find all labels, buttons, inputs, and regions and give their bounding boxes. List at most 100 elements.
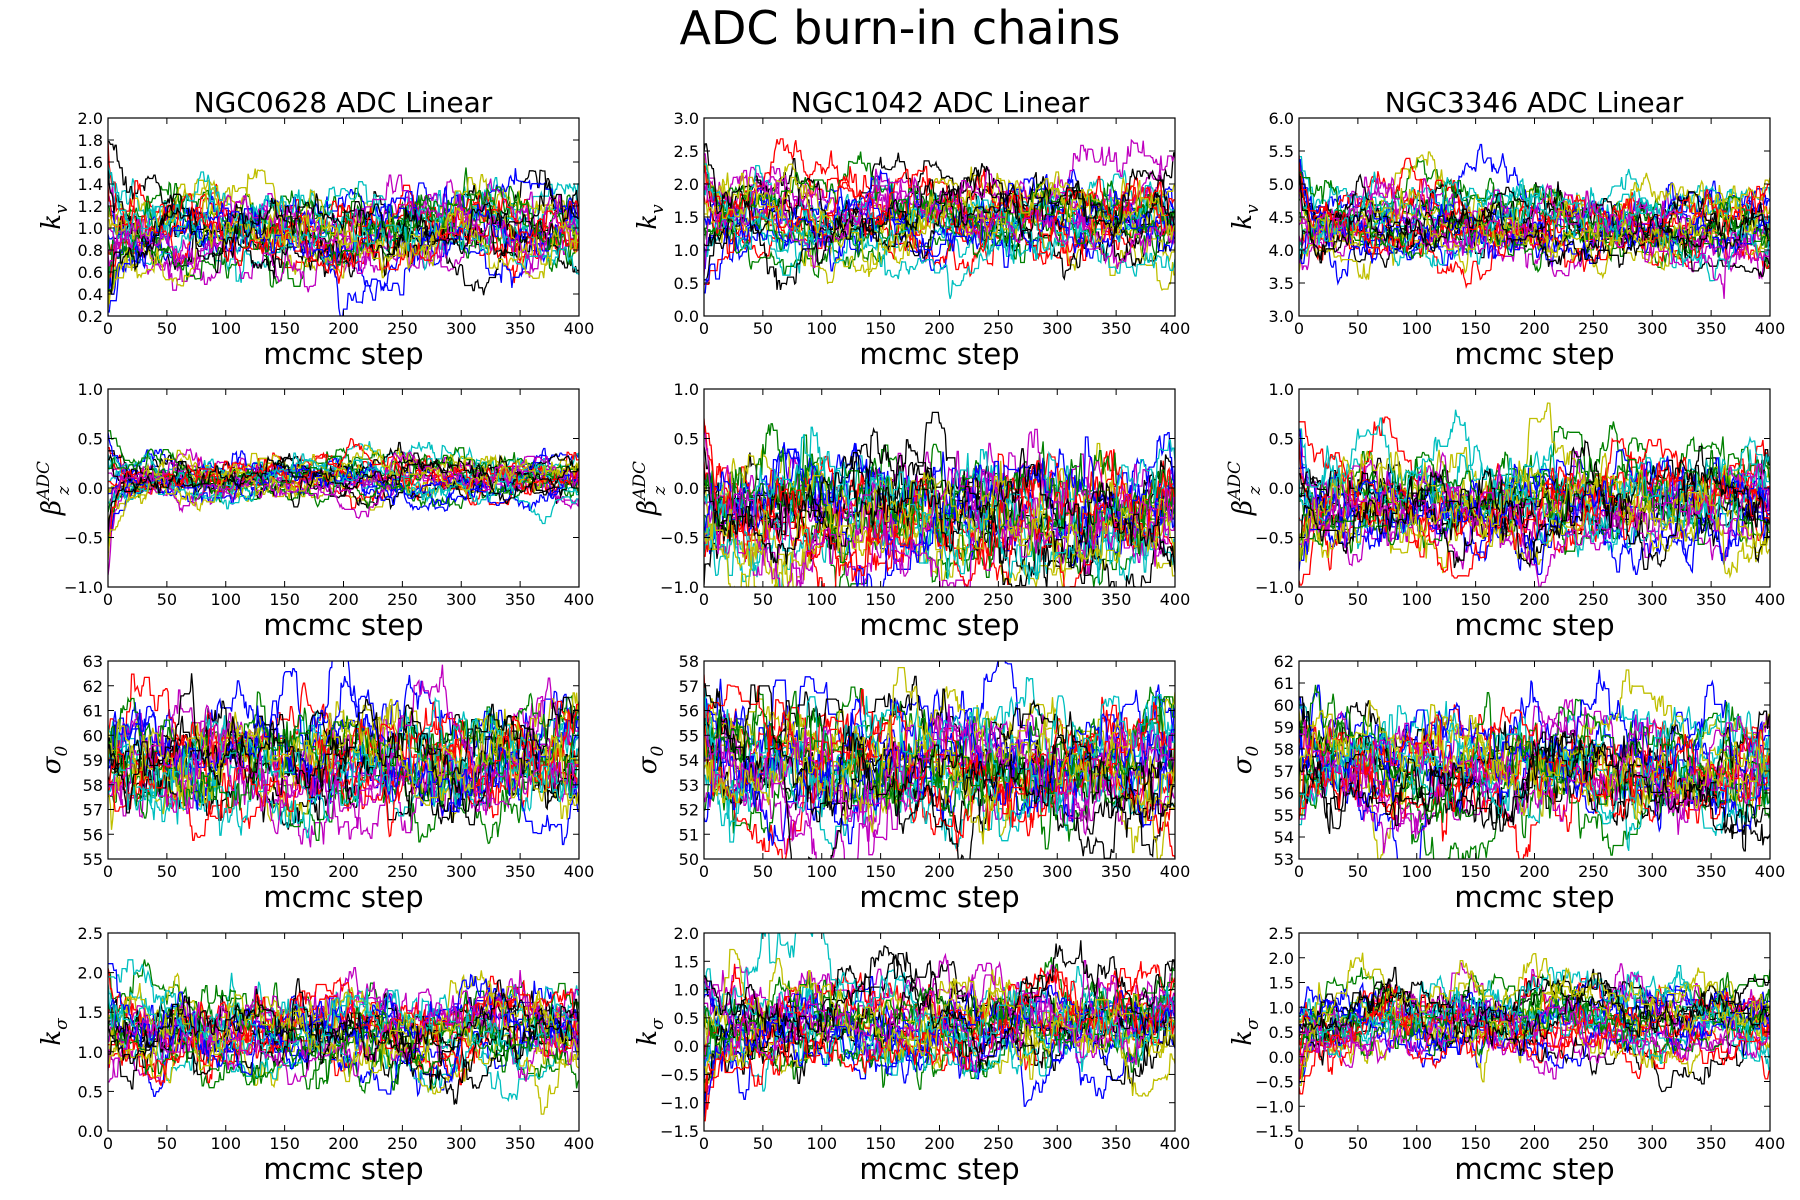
subplot-ngc0628-beta-z-adc: 0 50 100 150 200 250 300 350 400 −1.0 −0.5 0.0 0.5 1.… (34, 380, 594, 642)
x-tick-label: 50 (1348, 590, 1368, 609)
walker-chain (1299, 983, 1770, 1066)
walker-chain (1299, 997, 1770, 1065)
x-tick-label: 350 (505, 1134, 536, 1153)
y-axis-superscript: ADC (1225, 461, 1245, 502)
y-tick-label: 1.0 (674, 380, 699, 399)
x-tick-label: 50 (157, 319, 177, 338)
walker-chain (1299, 450, 1770, 579)
walker-chain (704, 715, 1175, 856)
x-tick-label: 250 (983, 862, 1014, 881)
y-tick-label: 54 (679, 751, 699, 770)
y-tick-label: 1.0 (1269, 380, 1294, 399)
x-tick-label: 150 (269, 862, 300, 881)
x-axis-label: mcmc step (1454, 337, 1614, 371)
x-tick-label: 0 (103, 590, 113, 609)
x-tick-label: 100 (806, 1134, 837, 1153)
x-tick-label: 250 (1578, 1134, 1609, 1153)
x-tick-label: 250 (387, 862, 418, 881)
x-tick-label: 250 (387, 1134, 418, 1153)
x-tick-label: 0 (1294, 319, 1304, 338)
y-axis-subscript: σ (1243, 1018, 1263, 1030)
walker-chain (1299, 966, 1770, 1062)
x-tick-label: 350 (1101, 319, 1132, 338)
x-tick-label: 250 (983, 1134, 1014, 1153)
y-tick-label: 1.0 (78, 1043, 103, 1062)
y-axis-subscript: z (1245, 485, 1265, 496)
y-tick-label: 60 (83, 726, 103, 745)
x-tick-label: 50 (753, 319, 773, 338)
y-tick-label: 1.0 (1269, 998, 1294, 1017)
x-tick-label: 250 (387, 590, 418, 609)
y-tick-label: 1.0 (78, 219, 103, 238)
y-tick-label: 0.5 (78, 430, 103, 449)
walker-chain (704, 485, 1175, 587)
subplot-ngc1042-sigma-0: 0 50 100 150 200 250 300 350 4005051525354555657… (633, 652, 1191, 914)
y-axis-label: kσ (633, 1018, 668, 1046)
x-tick-label: 150 (1460, 319, 1491, 338)
x-tick-label: 400 (564, 1134, 595, 1153)
walker-chain (1299, 409, 1770, 558)
subplot-ngc1042-k-v: 0 50 100 150 200 250 300 350 400 0.0 0.5 1.0 1.5 2.0 2… (633, 109, 1190, 371)
x-tick-label: 300 (446, 590, 477, 609)
walker-chain (1299, 179, 1770, 258)
walker-chain (1299, 731, 1770, 852)
y-tick-label: 1.0 (674, 241, 699, 260)
y-tick-label: 1.2 (78, 197, 103, 216)
y-tick-label: −1.0 (1255, 1097, 1294, 1116)
subplot-ngc1042-beta-z-adc: 0 50 100 150 200 250 300 350 400 −1.0 −0.5 0.0 0.5 1.… (630, 380, 1190, 642)
x-tick-label: 200 (1519, 590, 1550, 609)
x-axis-label: mcmc step (263, 1152, 423, 1186)
walker-chain (704, 460, 1175, 575)
walker-chain (108, 185, 579, 291)
x-tick-label: 50 (753, 590, 773, 609)
x-tick-label: 400 (1160, 1134, 1191, 1153)
walker-chains (1299, 143, 1770, 299)
y-tick-label: 0.5 (674, 1009, 699, 1028)
y-tick-label: −0.5 (1255, 1073, 1294, 1092)
walker-chain (108, 444, 579, 553)
y-axis-subscript: 0 (52, 746, 72, 757)
x-tick-label: 100 (210, 862, 241, 881)
y-tick-label: 5.0 (1269, 175, 1294, 194)
y-tick-label: −0.5 (64, 529, 103, 548)
y-tick-label: 2.0 (1269, 949, 1294, 968)
walker-chains (1299, 402, 1770, 587)
walker-chain (1299, 187, 1770, 275)
x-tick-label: 400 (564, 590, 595, 609)
y-axis-subscript: 0 (648, 746, 668, 757)
x-tick-label: 350 (1696, 1134, 1727, 1153)
x-tick-label: 0 (699, 319, 709, 338)
walker-chains (704, 411, 1175, 587)
x-tick-label: 200 (924, 1134, 955, 1153)
walker-chain (1299, 172, 1770, 268)
y-tick-label: 50 (679, 850, 699, 869)
y-tick-label: 53 (1274, 850, 1294, 869)
y-axis-label: kv (37, 204, 72, 230)
y-tick-label: 62 (83, 677, 103, 696)
x-tick-label: 350 (505, 319, 536, 338)
walker-chain (1299, 691, 1770, 823)
walker-chain (1299, 714, 1770, 835)
walker-chain (704, 449, 1175, 583)
y-tick-label: 56 (1274, 784, 1294, 803)
y-axis-symbol: β (633, 500, 663, 516)
y-tick-label: 1.6 (78, 153, 103, 172)
x-tick-label: 350 (505, 862, 536, 881)
walker-chain (1299, 972, 1770, 1057)
x-tick-label: 300 (1637, 862, 1668, 881)
x-tick-label: 100 (1401, 1134, 1432, 1153)
x-tick-label: 400 (1160, 319, 1191, 338)
x-tick-label: 400 (1160, 862, 1191, 881)
x-tick-label: 350 (1696, 862, 1727, 881)
y-axis-symbol: k (37, 214, 67, 230)
walker-chain (1299, 421, 1770, 579)
walker-chains (108, 141, 579, 316)
y-tick-label: 58 (1274, 740, 1294, 759)
column-title-ngc0628: NGC0628 ADC Linear (194, 86, 493, 119)
x-tick-label: 250 (1578, 319, 1609, 338)
walker-chain (108, 978, 579, 1067)
y-tick-label: 3.5 (1269, 274, 1294, 293)
y-tick-label: 59 (83, 751, 103, 770)
y-axis-label: kσ (1228, 1018, 1263, 1046)
